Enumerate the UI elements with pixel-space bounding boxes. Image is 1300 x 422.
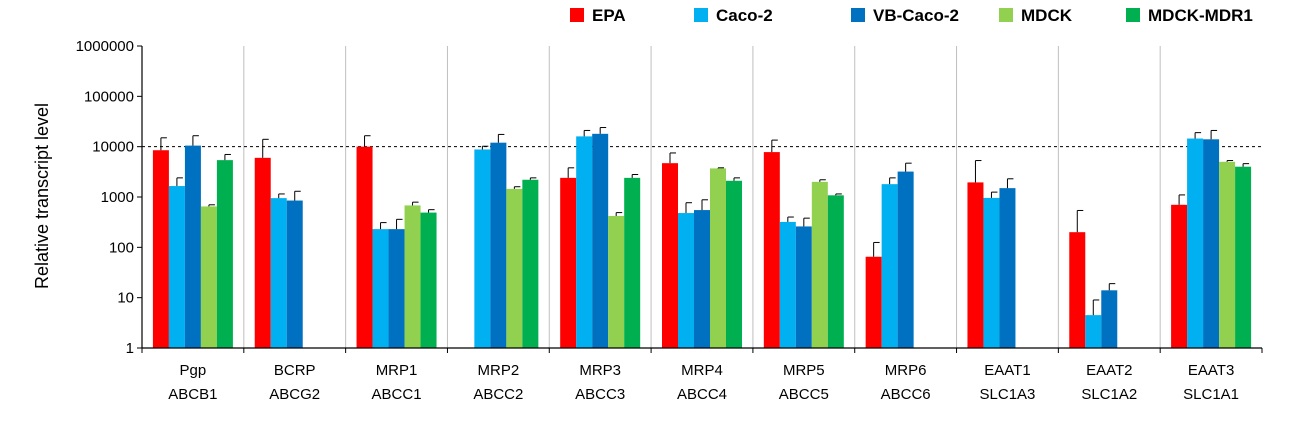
bar — [592, 133, 609, 348]
legend-swatch — [570, 8, 584, 22]
bar — [270, 198, 287, 348]
bar — [726, 180, 742, 348]
bar — [356, 146, 373, 348]
bar — [779, 221, 796, 348]
x-category-label: BCRP — [274, 362, 316, 379]
bar — [1069, 232, 1086, 348]
x-category-label: EAAT2 — [1086, 362, 1132, 379]
x-category-label: MRP2 — [478, 362, 520, 379]
bar — [200, 206, 217, 348]
bar — [694, 210, 710, 348]
y-tick-label: 10000 — [92, 139, 134, 156]
y-axis-title: Relative transcript level — [32, 103, 52, 289]
bar — [286, 200, 303, 348]
bar — [999, 188, 1016, 348]
bar — [897, 171, 914, 348]
bar — [624, 177, 641, 348]
legend-swatch — [851, 8, 865, 22]
bar — [560, 177, 577, 348]
axis-layer: 1 10 100 1000 10000 100000 1000000 Pgp ABCB1 BCRP… — [76, 38, 1263, 403]
y-tick-label: 1000 — [101, 189, 134, 206]
x-category-label: MRP4 — [681, 362, 723, 379]
x-category-sublabel: ABCG2 — [269, 386, 320, 403]
bar — [420, 212, 437, 348]
bar — [763, 152, 780, 348]
bars-layer — [152, 127, 1252, 348]
x-category-sublabel: ABCC2 — [473, 386, 523, 403]
x-category-sublabel: SLC1A3 — [980, 386, 1036, 403]
bar — [152, 150, 169, 348]
bar — [881, 184, 898, 348]
bar — [827, 195, 844, 348]
bar — [1235, 166, 1252, 348]
x-category-sublabel: ABCC6 — [881, 386, 931, 403]
legend-label: Caco-2 — [716, 6, 773, 25]
x-category-label: Pgp — [180, 362, 207, 379]
bar — [576, 136, 593, 348]
legend: EPA Caco-2 VB-Caco-2 MDCK MDCK-MDR1 — [570, 6, 1253, 25]
bar — [678, 213, 694, 348]
legend-label: VB-Caco-2 — [873, 6, 959, 25]
legend-label: MDCK — [1021, 6, 1073, 25]
x-category-label: MRP6 — [885, 362, 927, 379]
x-category-label: MRP3 — [579, 362, 621, 379]
x-category-label: EAAT1 — [984, 362, 1030, 379]
legend-label: EPA — [592, 6, 626, 25]
x-category-sublabel: ABCC1 — [372, 386, 422, 403]
bar — [490, 142, 507, 348]
bar — [608, 215, 625, 348]
bar — [184, 145, 201, 348]
bar — [795, 226, 812, 348]
legend-swatch — [999, 8, 1013, 22]
y-tick-label: 10 — [117, 290, 134, 307]
bar — [168, 186, 185, 348]
bar — [1187, 138, 1204, 348]
x-category-sublabel: ABCC5 — [779, 386, 829, 403]
x-category-label: EAAT3 — [1188, 362, 1234, 379]
bar — [710, 168, 726, 348]
bar — [967, 182, 984, 348]
bar — [662, 163, 678, 348]
bar — [811, 181, 828, 348]
x-category-sublabel: ABCC4 — [677, 386, 727, 403]
legend-swatch — [1126, 8, 1140, 22]
bar — [1101, 290, 1118, 348]
x-category-label: MRP5 — [783, 362, 825, 379]
bar — [372, 229, 389, 348]
bar — [1219, 161, 1236, 348]
bar — [404, 205, 421, 348]
bar — [506, 188, 523, 348]
bar — [254, 157, 271, 348]
legend-label: MDCK-MDR1 — [1148, 6, 1253, 25]
y-tick-label: 1 — [126, 340, 134, 357]
y-tick-label: 100000 — [84, 88, 134, 105]
x-category-label: MRP1 — [376, 362, 418, 379]
bar — [1085, 315, 1102, 348]
y-tick-label: 1000000 — [76, 38, 134, 55]
bar — [216, 160, 233, 348]
bar — [522, 179, 539, 348]
bar — [983, 197, 1000, 348]
x-category-sublabel: ABCB1 — [168, 386, 217, 403]
bar — [388, 229, 405, 348]
bar — [1203, 139, 1220, 348]
x-category-sublabel: ABCC3 — [575, 386, 625, 403]
legend-swatch — [694, 8, 708, 22]
bar — [1171, 204, 1188, 348]
bar — [474, 149, 491, 348]
grid-layer — [142, 46, 1262, 348]
y-tick-label: 100 — [109, 239, 134, 256]
bar — [865, 256, 882, 348]
x-category-sublabel: SLC1A2 — [1081, 386, 1137, 403]
x-category-sublabel: SLC1A1 — [1183, 386, 1239, 403]
